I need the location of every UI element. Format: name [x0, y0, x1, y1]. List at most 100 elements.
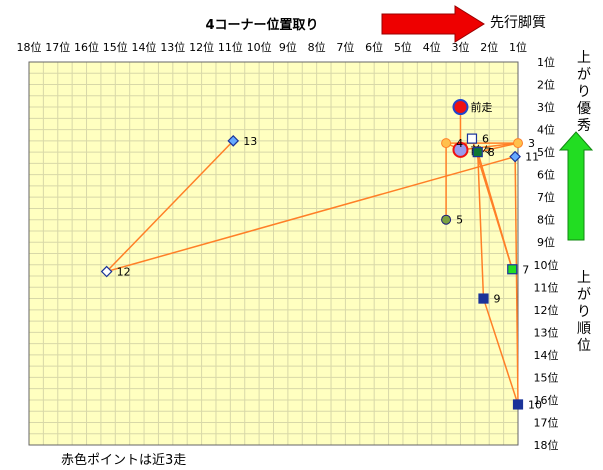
x-tick-label: 7位 [336, 40, 354, 54]
svg-text:順: 順 [577, 321, 591, 337]
y-tick-label: 10位 [534, 258, 559, 272]
point-label: 3 [528, 137, 535, 150]
y-tick-label: 6位 [537, 168, 555, 182]
point-label: 7 [522, 263, 529, 276]
y-tick-label: 9位 [537, 235, 555, 249]
data-point: 12 [100, 265, 131, 279]
y-tick-label: 2位 [537, 78, 555, 92]
point-marker-circle [441, 138, 452, 149]
svg-text:上: 上 [577, 50, 591, 66]
plot-border [28, 61, 519, 446]
point-marker-square [512, 399, 524, 410]
connection-line [460, 142, 519, 151]
x-tick-label: 16位 [74, 40, 99, 54]
point-label: 10 [528, 398, 542, 411]
y-tick-label: 15位 [534, 370, 559, 384]
y-tick-label: 18位 [534, 438, 559, 452]
green-arrow-up-icon [558, 131, 594, 241]
connection-line [106, 140, 234, 273]
point-marker-diamond [509, 150, 521, 163]
x-tick-label: 14位 [132, 40, 157, 54]
point-marker-circle [513, 138, 523, 149]
data-point: 8 [472, 146, 495, 159]
x-tick-label: 5位 [394, 40, 412, 54]
y-tick-label: 1位 [537, 55, 555, 69]
point-label: 13 [243, 135, 257, 148]
connection-line [476, 152, 485, 299]
data-point: 前走 [452, 99, 492, 116]
y-tick-label: 7位 [537, 190, 555, 204]
svg-text:上: 上 [577, 270, 591, 286]
y-tick-label: 17位 [534, 415, 559, 429]
point-marker-circle [441, 214, 452, 225]
svg-text:り: り [577, 84, 591, 100]
point-label: 前走 [470, 100, 492, 114]
x-tick-label: 9位 [279, 40, 297, 54]
y-tick-label: 5位 [537, 145, 555, 159]
bottom-note: 赤色ポイントは近3走 [61, 452, 186, 468]
x-tick-label: 13位 [160, 40, 185, 54]
red-arrow-right-icon [381, 5, 485, 43]
svg-text:秀: 秀 [577, 118, 591, 134]
point-marker-circle [452, 99, 469, 116]
connection-line [106, 155, 516, 273]
data-point: 10 [512, 398, 542, 411]
x-tick-label: 12位 [189, 40, 214, 54]
y-tick-label: 14位 [534, 348, 559, 362]
point-label: 11 [525, 151, 539, 164]
connection-line [477, 142, 519, 153]
x-tick-label: 10位 [247, 40, 272, 54]
y-tick-labels: 1位 2位 3位 4位 5位 6位 7位 8位 9位 10位 11位 12位 13位 14位 15位 16位 1… [534, 55, 559, 452]
point-label: 4 [456, 137, 463, 150]
y-tick-label: 8位 [537, 213, 555, 227]
data-point: 4 [441, 137, 463, 150]
svg-text:り: り [577, 304, 591, 320]
data-point: 13 [227, 135, 257, 148]
x-tick-label: 15位 [103, 40, 128, 54]
point-marker-diamond [100, 265, 113, 278]
y-tick-label: 11位 [534, 280, 559, 294]
point-marker-square [478, 293, 489, 304]
x-tick-label: 11位 [218, 40, 243, 54]
connection-line [514, 156, 519, 405]
svg-text:位: 位 [577, 338, 591, 354]
y-tick-label: 13位 [534, 325, 559, 339]
y-tick-label: 12位 [534, 303, 559, 317]
point-label: 8 [488, 146, 495, 159]
connection-line [482, 298, 519, 405]
x-tick-labels: 18位 17位 16位 15位 14位 13位 12位 11位 10位 9位 8位 7位 6位 5位 4位 3… [17, 40, 528, 54]
y-tick-label: 16位 [534, 393, 559, 407]
chart-title: 4コーナー位置取り [205, 17, 318, 33]
y-tick-label: 4位 [537, 123, 555, 137]
point-marker-square [507, 264, 518, 275]
data-point: 7 [507, 263, 529, 276]
svg-text:が: が [577, 287, 591, 303]
x-tick-label: 2位 [480, 40, 498, 54]
point-label: 9 [493, 293, 500, 306]
y-tick-label: 3位 [537, 100, 555, 114]
x-tick-label: 6位 [365, 40, 383, 54]
x-tick-label: 4位 [423, 40, 441, 54]
point-marker-circle [452, 141, 469, 158]
x-tick-label: 17位 [45, 40, 70, 54]
x-tick-label: 18位 [17, 40, 42, 54]
lead-style-label: 先行脚質 [490, 15, 546, 31]
connection-line [471, 138, 513, 270]
point-label: 12 [117, 266, 131, 279]
data-point: 3 [513, 137, 535, 150]
x-tick-label: 1位 [509, 40, 527, 54]
point-label: 6 [482, 133, 489, 146]
data-points: 前走前々345678910111213 [100, 99, 542, 411]
data-point: 11 [509, 150, 539, 164]
data-point: 5 [441, 214, 463, 227]
x-tick-label: 3位 [451, 40, 469, 54]
point-marker-square [466, 133, 478, 144]
point-marker-square [472, 147, 483, 158]
point-marker-diamond [227, 135, 240, 147]
x-tick-label: 8位 [308, 40, 326, 54]
data-point: 6 [466, 133, 489, 146]
data-point: 9 [478, 293, 500, 306]
